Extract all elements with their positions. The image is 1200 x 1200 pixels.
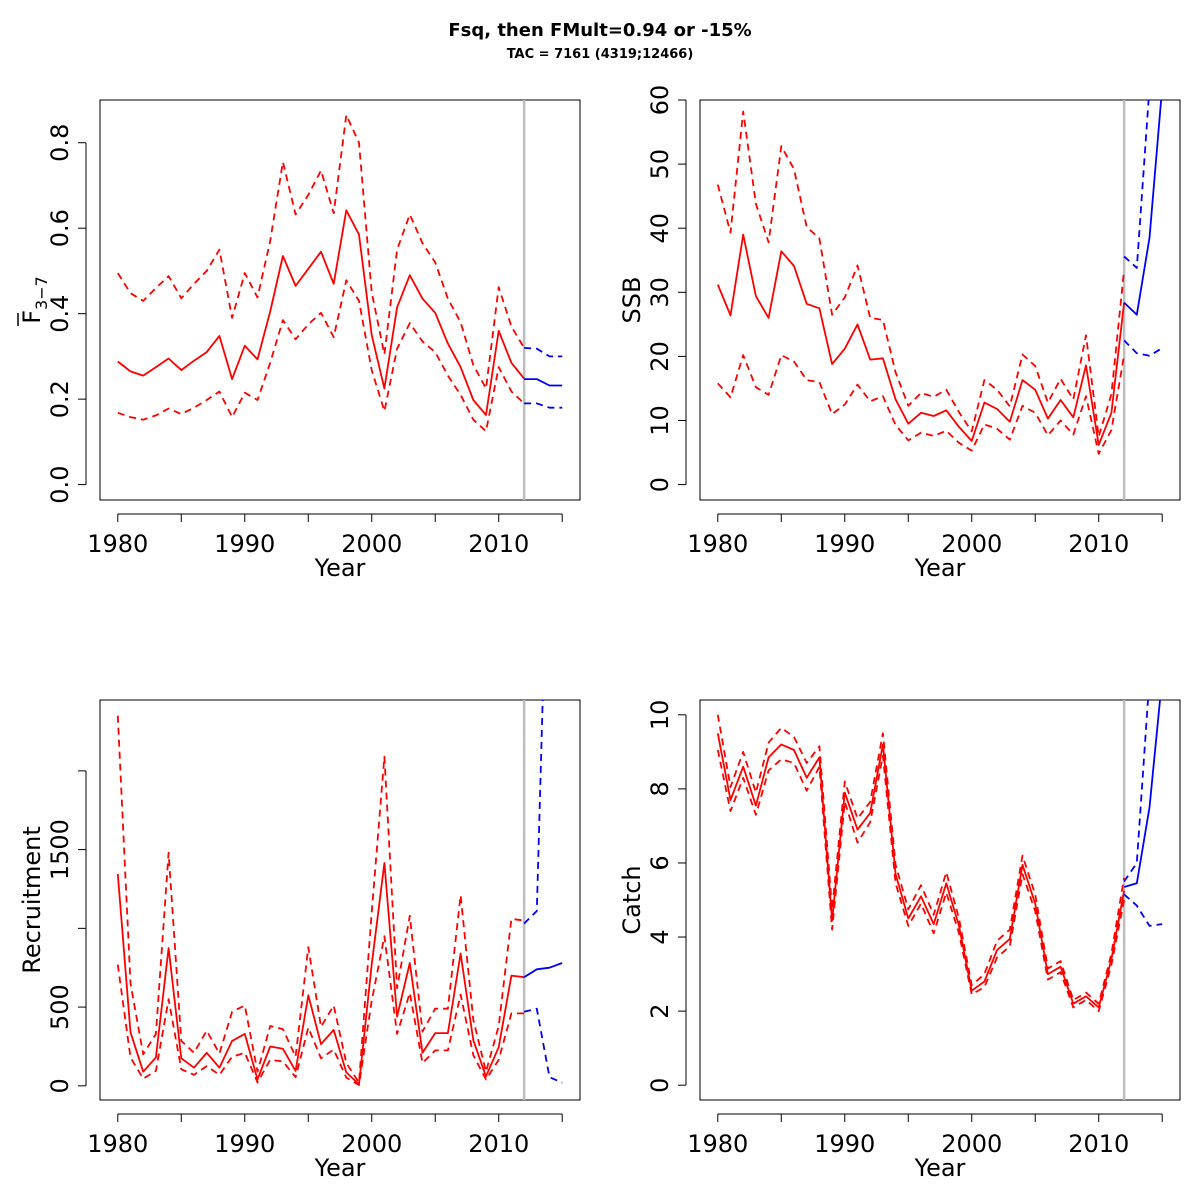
x-tick-label: 2010 [1068, 1130, 1129, 1158]
y-axis-label-subscript: 3−7 [32, 276, 51, 310]
x-axis-label: Year [314, 1154, 366, 1182]
historical-estimate-line [716, 733, 1125, 1009]
forecast-estimate-line [523, 962, 563, 978]
forecast-lower-line [1123, 893, 1163, 927]
forecast-upper-line [524, 347, 563, 358]
y-tick-label: 0 [646, 1078, 674, 1093]
historical-lower-line [116, 935, 525, 1086]
series-group [716, 700, 1163, 1100]
y-tick-label: 40 [646, 213, 674, 244]
forecast-lower-line [1123, 339, 1163, 357]
y-tick-label: 8 [646, 781, 674, 796]
y-tick-label: 1500 [46, 819, 74, 880]
y-tick-label: 500 [46, 984, 74, 1030]
y-tick-label: 10 [646, 700, 674, 731]
historical-upper-line [117, 114, 525, 390]
forecast-estimate-line [524, 378, 563, 387]
series-group [117, 100, 563, 500]
y-tick-label: 2 [646, 1003, 674, 1018]
panel-catch: 1980 1990 2000 2010 Year 0 2 4 6 8 10 Catch [618, 699, 1181, 1182]
x-tick-label: 2010 [468, 530, 529, 558]
x-axis-label: Year [914, 554, 966, 582]
x-tick-label: 2000 [341, 1130, 402, 1158]
forecast-upper-line [1123, 100, 1150, 269]
x-tick-label: 1990 [214, 1130, 275, 1158]
forecast-estimate-line [1123, 700, 1161, 888]
historical-estimate-line [117, 209, 525, 416]
y-tick-label: 0.2 [46, 380, 74, 418]
figure-subtitle: TAC = 7161 (4319;12466) [506, 47, 694, 62]
x-tick-label: 2010 [1068, 530, 1129, 558]
forecast-lower-line [524, 402, 563, 409]
historical-upper-line [716, 714, 1125, 1005]
y-tick-label: 0 [46, 1078, 74, 1093]
historical-estimate-line [116, 862, 525, 1086]
forecast-estimate-line [1123, 100, 1163, 316]
historical-lower-line [716, 749, 1125, 1012]
forecast-upper-line [1123, 700, 1149, 883]
forecast-upper-line [523, 700, 544, 925]
plot-frame [699, 99, 1181, 501]
x-tick-label: 1980 [687, 530, 748, 558]
x-tick-label: 1980 [87, 530, 148, 558]
historical-estimate-line [716, 233, 1125, 446]
x-tick-label: 2000 [341, 530, 402, 558]
historical-upper-line [716, 110, 1125, 438]
y-tick-label: 0.6 [46, 209, 74, 247]
historical-lower-line [117, 279, 525, 433]
x-tick-label: 2000 [941, 530, 1002, 558]
x-tick-label: 1980 [687, 1130, 748, 1158]
series-group [716, 100, 1163, 500]
y-tick-label: 0 [646, 477, 674, 492]
historical-upper-line [116, 715, 525, 1084]
plot-frame [699, 699, 1181, 1101]
historical-lower-line [717, 354, 1125, 455]
y-tick-label: 20 [646, 341, 674, 372]
x-axis-label: Year [314, 554, 366, 582]
plot-frame [99, 699, 581, 1101]
figure-title: Fsq, then FMult=0.94 or -15% [448, 20, 752, 41]
y-axis-label: Recruitment [18, 826, 46, 973]
y-tick-label: 0.4 [46, 295, 74, 333]
x-tick-label: 1990 [214, 530, 275, 558]
panel-ssb: 1980 1990 2000 2010 Year 0 10 20 30 40 50 60 SSB [618, 85, 1181, 582]
y-axis-label: Catch [618, 865, 646, 934]
x-tick-label: 2000 [941, 1130, 1002, 1158]
y-tick-label: 50 [646, 149, 674, 180]
x-tick-label: 2010 [468, 1130, 529, 1158]
y-tick-label: 4 [646, 929, 674, 944]
y-tick-label: 30 [646, 277, 674, 308]
plot-frame [99, 99, 581, 501]
y-axis-label: SSB [618, 277, 646, 324]
x-tick-label: 1980 [87, 1130, 148, 1158]
y-tick-label: 10 [646, 405, 674, 436]
y-tick-label: 0.0 [46, 466, 74, 504]
x-tick-label: 1990 [814, 1130, 875, 1158]
x-axis-label: Year [914, 1154, 966, 1182]
x-tick-label: 1990 [814, 530, 875, 558]
series-group [116, 700, 563, 1100]
y-tick-label: 60 [646, 85, 674, 116]
forecast-lower-line [523, 1007, 563, 1084]
y-tick-label: 6 [646, 855, 674, 870]
y-tick-label: 0.8 [46, 124, 74, 162]
